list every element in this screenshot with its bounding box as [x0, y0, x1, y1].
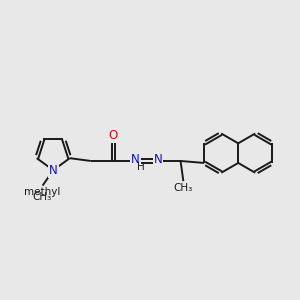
Text: O: O: [109, 129, 118, 142]
Text: methyl: methyl: [24, 187, 61, 197]
Text: CH₃: CH₃: [33, 192, 52, 202]
Text: CH₃: CH₃: [174, 183, 193, 194]
Text: N: N: [49, 164, 58, 177]
Text: N: N: [131, 153, 140, 166]
Text: N: N: [154, 153, 163, 166]
Text: H: H: [137, 162, 145, 172]
